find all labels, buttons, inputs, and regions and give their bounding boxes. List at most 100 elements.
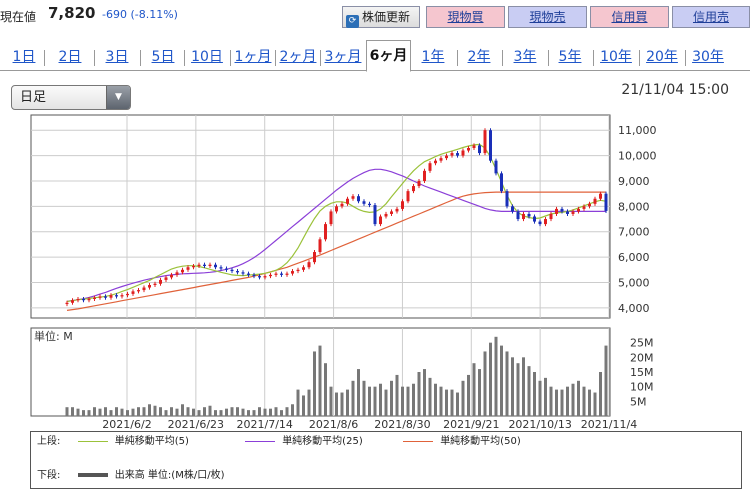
tab-5y[interactable]: 5年	[558, 49, 582, 65]
tab-10d[interactable]: 10日	[191, 49, 223, 65]
volume-bar	[472, 363, 476, 416]
candle	[538, 221, 542, 225]
candle	[285, 273, 289, 275]
volume-bar	[318, 345, 322, 416]
volume-bar	[313, 351, 316, 416]
candle	[412, 186, 415, 192]
volume-bar	[604, 345, 608, 416]
candle	[516, 211, 520, 220]
volume-bar	[599, 372, 602, 416]
volume-bar	[214, 410, 217, 416]
tab-3m[interactable]: 3ヶ月	[324, 49, 362, 65]
volume-bar	[417, 372, 421, 416]
volume-bar	[544, 377, 547, 416]
volume-bar	[274, 407, 278, 416]
candle	[186, 267, 190, 270]
volume-bar	[247, 410, 250, 416]
current-price-value: 7,820	[48, 4, 96, 22]
candle	[533, 216, 536, 222]
chart-legend: 上段: 単純移動平均(5) 単純移動平均(25) 単純移動平均(50) 下段: …	[30, 431, 742, 489]
margin-sell-button[interactable]: 信用売	[672, 6, 750, 28]
volume-bar	[456, 392, 459, 416]
tab-2m[interactable]: 2ヶ月	[279, 49, 317, 65]
candle	[329, 211, 333, 225]
legend-sma25: 単純移動平均(25)	[282, 436, 363, 447]
volume-bar	[351, 380, 355, 416]
sma5-line	[66, 143, 607, 303]
tab-5d[interactable]: 5日	[151, 49, 175, 65]
chevron-down-icon: ▼	[106, 86, 130, 109]
spot-sell-button[interactable]: 現物売	[508, 6, 587, 28]
volume-bar	[368, 386, 371, 416]
x-tick-label: 2021/10/13	[508, 418, 571, 431]
candle	[137, 290, 140, 292]
volume-bar	[549, 386, 553, 416]
volume-bar	[192, 408, 195, 416]
chart-interval-select[interactable]: 日足 ▼	[11, 85, 131, 110]
candle	[296, 269, 300, 272]
margin-buy-button[interactable]: 信用買	[590, 6, 669, 28]
tab-20y[interactable]: 20年	[646, 49, 678, 65]
volume-bar	[489, 342, 492, 416]
y-tick-label: 8,000	[618, 200, 650, 213]
volume-bar	[296, 389, 300, 416]
chart-timestamp: 21/11/04 15:00	[621, 82, 729, 98]
volume-swatch	[77, 473, 108, 477]
candle	[489, 130, 492, 161]
candle	[434, 160, 437, 164]
tab-2y[interactable]: 2年	[467, 49, 491, 65]
volume-bar	[494, 336, 498, 416]
candle	[555, 208, 558, 214]
candle	[247, 273, 250, 275]
y-tick-label: 9,000	[618, 175, 650, 188]
tab-10y[interactable]: 10年	[600, 49, 632, 65]
volume-bar	[252, 410, 256, 416]
volume-bar	[335, 392, 338, 416]
volume-bar	[593, 392, 597, 416]
tab-3y[interactable]: 3年	[513, 49, 537, 65]
candle	[192, 265, 195, 268]
y-tick-label: 5,000	[618, 276, 650, 289]
tab-1d[interactable]: 1日	[12, 49, 36, 65]
candle	[604, 193, 608, 211]
candle	[357, 196, 360, 202]
legend-sma50: 単純移動平均(50)	[440, 436, 521, 447]
x-tick-label: 2021/7/14	[237, 418, 293, 431]
candle	[170, 274, 173, 278]
tab-2d[interactable]: 2日	[58, 49, 82, 65]
volume-bar	[500, 345, 503, 416]
candle	[280, 273, 283, 275]
candle	[164, 277, 168, 280]
volume-bar	[516, 363, 520, 416]
volume-bar	[76, 408, 80, 416]
volume-bar	[170, 407, 173, 416]
candle	[104, 296, 107, 298]
volume-bar	[329, 386, 333, 416]
volume-bar	[241, 408, 245, 416]
tab-3d[interactable]: 3日	[105, 49, 129, 65]
volume-bar	[159, 407, 162, 416]
tab-6m[interactable]: 6ヶ月	[366, 40, 411, 72]
volume-bar	[362, 380, 366, 416]
volume-bar	[434, 383, 437, 416]
volume-bar	[203, 407, 206, 416]
legend-lower: 下段: 出来高 単位:(M株/口/枚)	[37, 470, 225, 481]
volume-bar	[582, 386, 586, 416]
candle	[461, 150, 465, 156]
volume-bar	[483, 351, 487, 416]
volume-bar	[236, 407, 239, 416]
candle	[142, 287, 146, 291]
spot-buy-button[interactable]: 現物買	[426, 6, 505, 28]
candle	[423, 170, 426, 181]
tab-1m[interactable]: 1ヶ月	[234, 49, 272, 65]
candle	[340, 203, 344, 207]
candle	[87, 298, 91, 301]
tab-30y[interactable]: 30年	[692, 49, 724, 65]
candle	[456, 153, 459, 156]
volume-bar	[148, 404, 151, 416]
header-bar: 現在値 7,820 -690 (-8.11%) ⟳ 株価更新 現物買 現物売 信用…	[0, 0, 750, 34]
refresh-price-button[interactable]: ⟳ 株価更新	[342, 6, 420, 28]
tab-1y[interactable]: 1年	[421, 49, 445, 65]
legend-sma5: 単純移動平均(5)	[114, 436, 189, 447]
candle	[417, 180, 421, 187]
